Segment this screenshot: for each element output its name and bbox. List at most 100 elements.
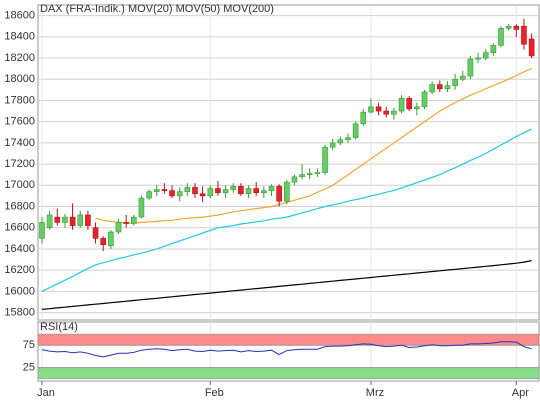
- legend-entry: MOV(200): [223, 3, 274, 15]
- candle-body: [414, 106, 420, 110]
- candle-body: [222, 189, 229, 194]
- marks: [39, 18, 535, 358]
- candle-body: [299, 174, 305, 178]
- rsi-title: RSI(14): [40, 321, 78, 333]
- candle-body: [291, 176, 298, 183]
- x-tick-label: Jan: [37, 387, 55, 399]
- candle-body: [467, 58, 474, 77]
- candle-body: [108, 231, 114, 247]
- candle-body: [62, 216, 68, 223]
- candle-body: [498, 28, 504, 46]
- y-tick-label: 17800: [4, 94, 35, 106]
- y-tick-label: 15800: [4, 306, 35, 318]
- candle-body: [375, 106, 382, 112]
- candle-body: [100, 238, 106, 245]
- y-tick-label: 18400: [4, 31, 35, 43]
- candle-body: [383, 110, 390, 115]
- y-tick-label: 75: [23, 339, 35, 351]
- candle-body: [528, 38, 535, 57]
- candle-body: [245, 188, 252, 195]
- y-tick-label: 16800: [4, 200, 35, 212]
- candle-body: [398, 98, 405, 112]
- candle-body: [192, 187, 198, 195]
- candle-body: [54, 216, 61, 223]
- candle-body: [490, 45, 497, 54]
- candle-body: [123, 222, 129, 224]
- candle-body: [452, 78, 458, 86]
- moving-average: [95, 68, 532, 224]
- candle-body: [176, 191, 183, 197]
- y-tick-label: 18200: [4, 52, 35, 64]
- candle-body: [215, 188, 221, 194]
- candle-body: [115, 222, 122, 233]
- y-tick-label: 16600: [4, 222, 35, 234]
- candle-body: [482, 52, 489, 59]
- candle-body: [69, 216, 76, 226]
- y-tick-label: 16400: [4, 243, 35, 255]
- candle-body: [421, 91, 428, 108]
- candle-body: [429, 84, 435, 93]
- legend-entry: MOV(20): [128, 3, 173, 15]
- y-tick-label: 18600: [4, 10, 35, 22]
- y-tick-label: 17000: [4, 179, 35, 191]
- candle-body: [199, 193, 206, 197]
- x-tick-label: Feb: [205, 387, 224, 399]
- y-tick-label: 16000: [4, 285, 35, 297]
- candle-body: [138, 197, 145, 218]
- candle-body: [505, 25, 512, 29]
- candle-body: [360, 111, 367, 125]
- candle-body: [253, 188, 259, 194]
- candle-body: [306, 173, 313, 175]
- rsi-band: [37, 333, 540, 346]
- candle-body: [131, 216, 137, 224]
- grid: [37, 5, 540, 385]
- candle-body: [39, 222, 45, 239]
- price-panel: [37, 4, 540, 321]
- candle-body: [314, 172, 321, 174]
- y-tick-label: 25: [23, 361, 35, 373]
- candle-body: [207, 188, 214, 197]
- candle-body: [337, 139, 344, 144]
- candle-body: [85, 214, 91, 226]
- y-tick-label: 16200: [4, 264, 35, 276]
- candle-body: [276, 186, 282, 202]
- candle-body: [352, 123, 359, 138]
- moving-average: [41, 260, 532, 310]
- candle-body: [92, 227, 99, 239]
- legend-entry: DAX (FRA-Indik.): [40, 3, 125, 15]
- rsi-band: [37, 367, 540, 380]
- candle-body: [184, 187, 191, 192]
- candle-body: [444, 85, 451, 90]
- candle-body: [513, 25, 520, 30]
- candle-body: [77, 214, 84, 226]
- legend-entry: MOV(50): [176, 3, 221, 15]
- y-tick-label: 17200: [4, 158, 35, 170]
- candle-body: [329, 142, 336, 148]
- candle-body: [268, 186, 275, 191]
- x-tick-label: Mrz: [366, 387, 384, 399]
- x-tick-label: Apr: [512, 387, 529, 399]
- candle-body: [153, 189, 160, 192]
- candle-body: [521, 25, 527, 45]
- candle-body: [169, 190, 175, 197]
- candle-body: [161, 189, 168, 191]
- moving-average: [41, 128, 532, 292]
- candle-body: [436, 84, 443, 90]
- candle-body: [406, 98, 413, 110]
- y-tick-label: 17600: [4, 116, 35, 128]
- candle-body: [475, 57, 481, 60]
- labels: 15800 16000 16200 16400 16600 16800 17000 17200…: [4, 3, 529, 399]
- candle-body: [230, 186, 237, 190]
- candle-body: [146, 191, 152, 199]
- candle-body: [261, 190, 267, 194]
- candle-body: [46, 214, 53, 229]
- rsi-line: [41, 341, 532, 358]
- candle-body: [345, 137, 351, 140]
- y-tick-label: 17400: [4, 137, 35, 149]
- y-tick-label: 18000: [4, 73, 35, 85]
- candle-body: [283, 181, 290, 202]
- candle-body: [391, 110, 397, 115]
- candle-body: [368, 106, 374, 113]
- candle-body: [238, 186, 244, 195]
